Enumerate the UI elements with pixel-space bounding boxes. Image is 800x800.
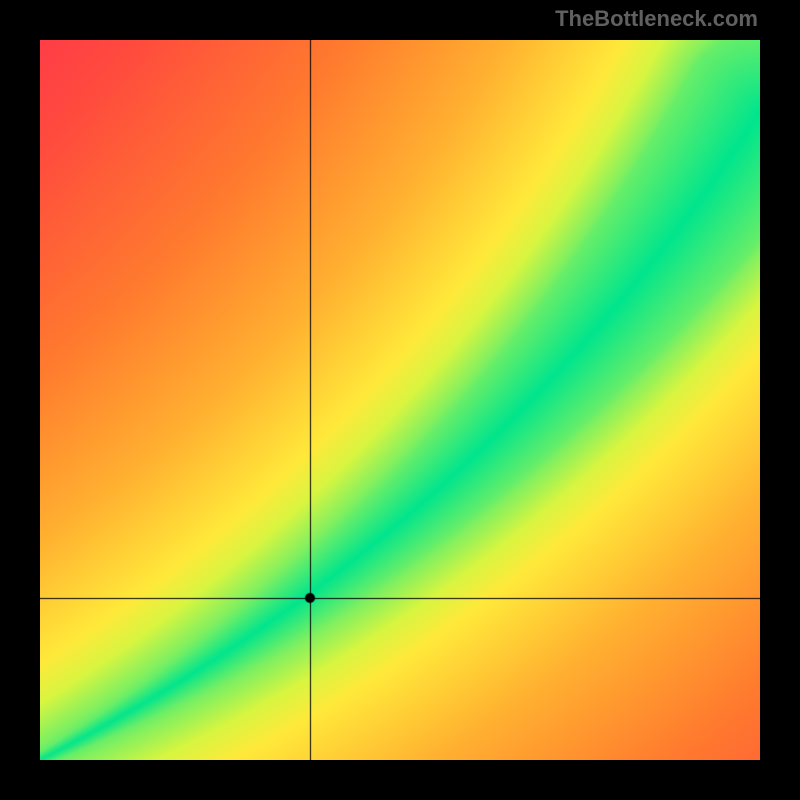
watermark-text: TheBottleneck.com	[555, 6, 758, 32]
heatmap-canvas	[40, 40, 760, 760]
bottleneck-chart: { "watermark": { "text": "TheBottleneck.…	[0, 0, 800, 800]
